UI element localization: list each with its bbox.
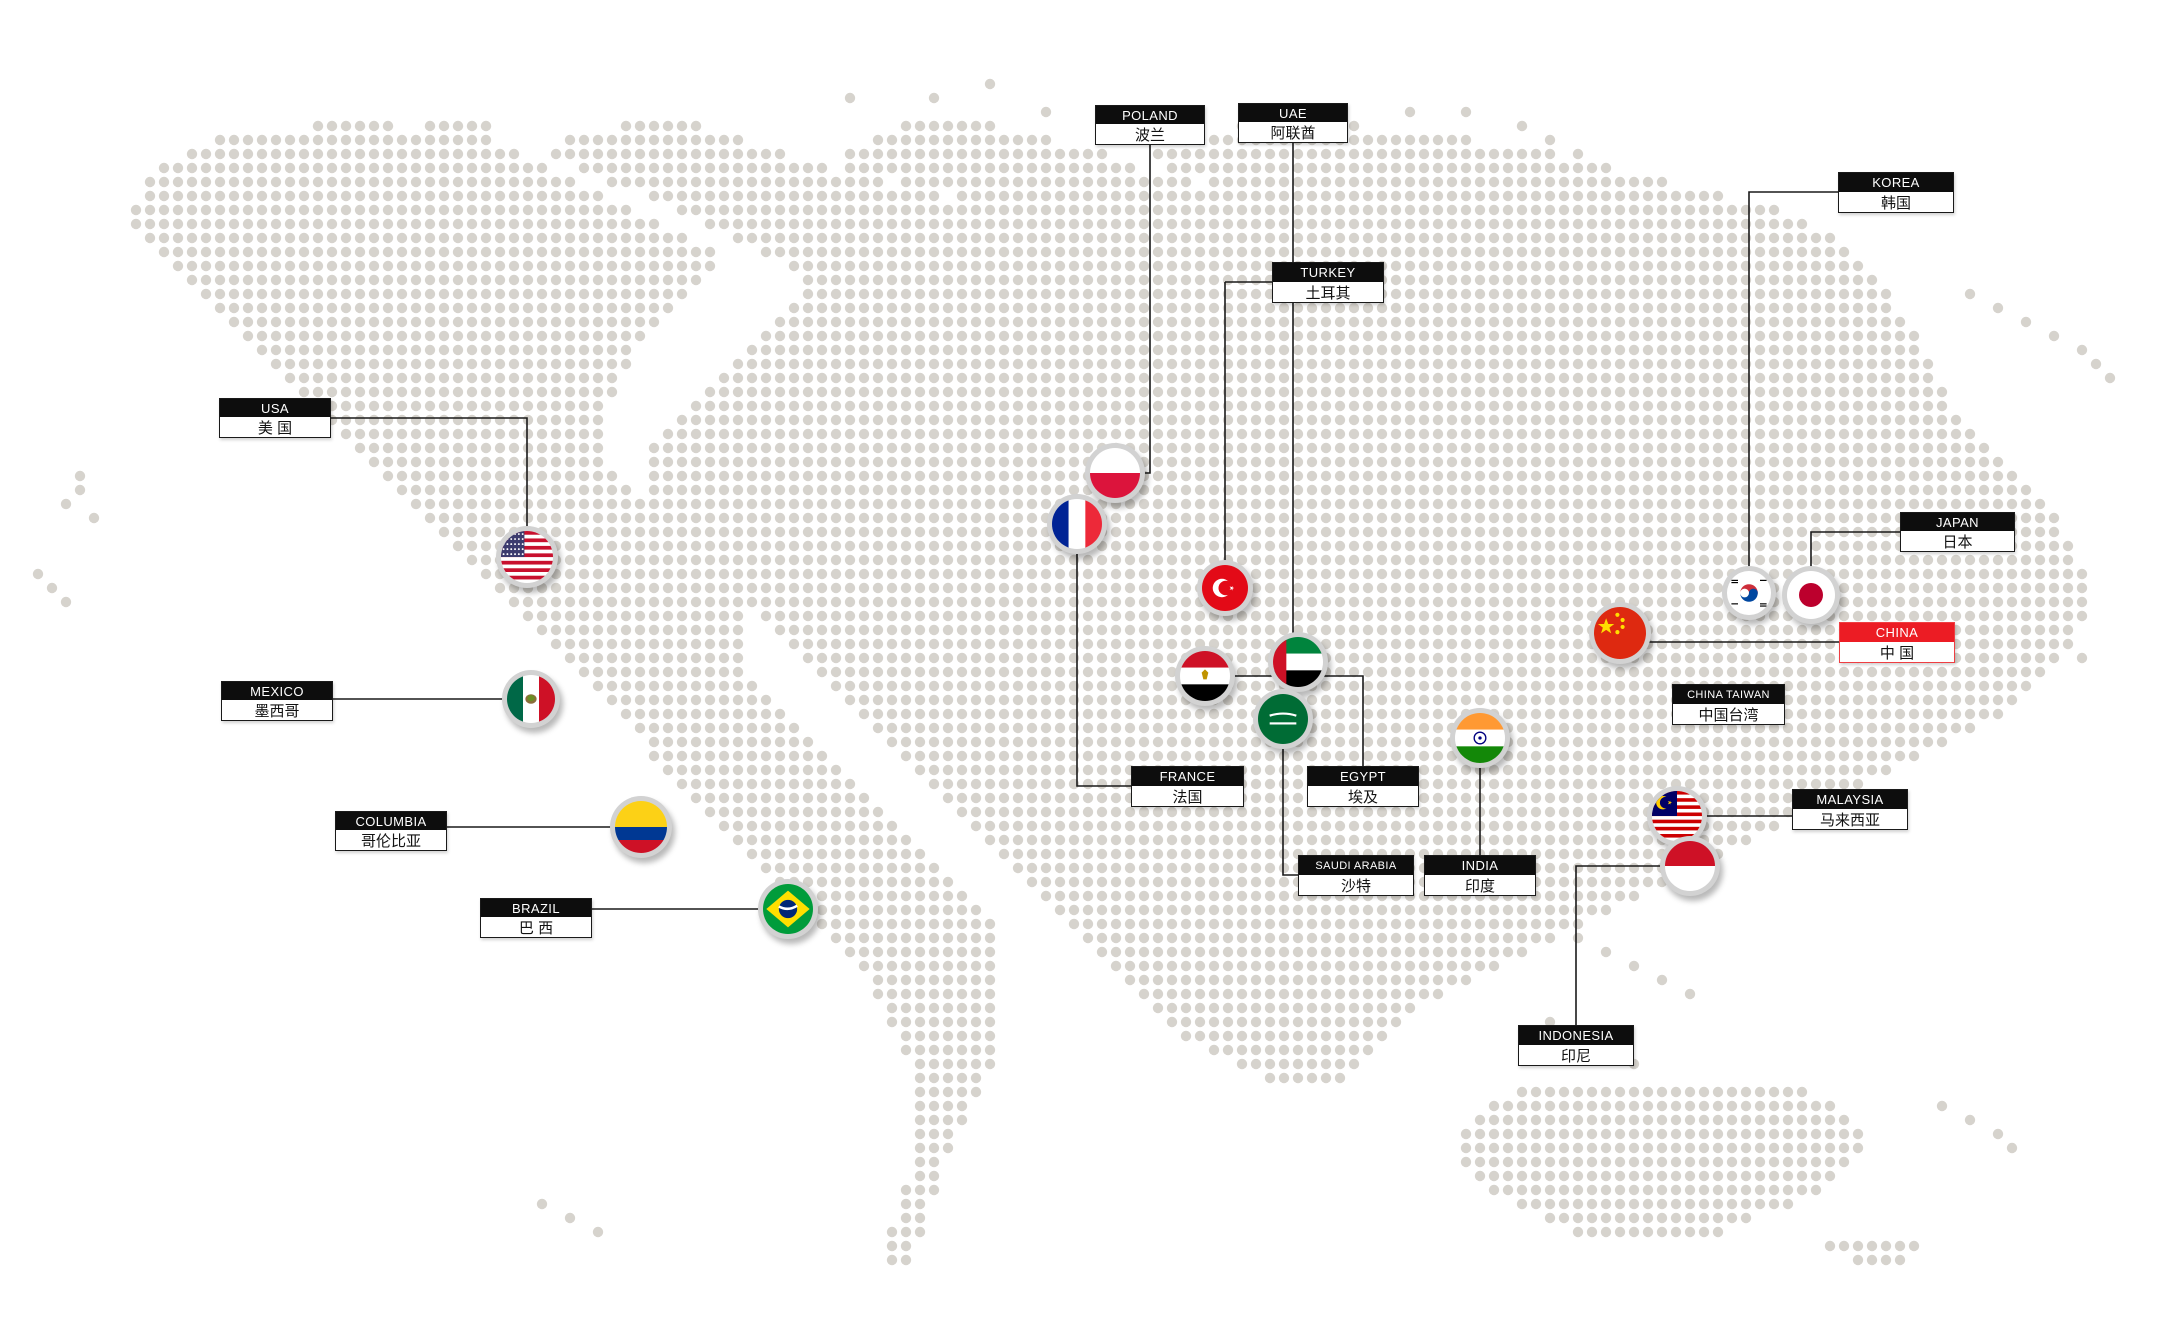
- country-label-columbia[interactable]: COLUMBIA 哥伦比亚: [335, 811, 447, 851]
- france-flag-icon: [1052, 499, 1102, 549]
- country-label-name-france: FRANCE: [1132, 767, 1243, 786]
- country-label-cn-korea: 韩国: [1839, 192, 1953, 212]
- country-label-china-taiwan[interactable]: CHINA TAIWAN 中国台湾: [1672, 684, 1785, 725]
- country-label-korea[interactable]: KOREA 韩国: [1838, 172, 1954, 213]
- country-label-saudi-arabia[interactable]: SAUDI ARABIA 沙特: [1298, 855, 1414, 896]
- country-label-cn-japan: 日本: [1901, 531, 2014, 551]
- country-label-france[interactable]: FRANCE 法国: [1131, 766, 1244, 807]
- country-label-indonesia[interactable]: INDONESIA 印尼: [1518, 1025, 1634, 1066]
- flag-marker-poland[interactable]: [1085, 443, 1145, 503]
- flag-marker-egypt[interactable]: [1175, 646, 1235, 706]
- country-label-cn-china: 中 国: [1840, 642, 1954, 662]
- flag-marker-korea[interactable]: [1722, 566, 1776, 620]
- flag-marker-france[interactable]: [1047, 494, 1107, 554]
- country-label-cn-uae: 阿联酋: [1239, 122, 1347, 142]
- country-label-cn-saudi-arabia: 沙特: [1299, 875, 1413, 895]
- country-label-cn-malaysia: 马来西亚: [1793, 809, 1907, 829]
- malaysia-flag-icon: [1652, 791, 1702, 841]
- country-label-name-poland: POLAND: [1096, 106, 1204, 124]
- country-label-name-korea: KOREA: [1839, 173, 1953, 192]
- country-label-mexico[interactable]: MEXICO 墨西哥: [221, 681, 333, 721]
- poland-flag-icon: [1090, 448, 1140, 498]
- country-label-name-japan: JAPAN: [1901, 513, 2014, 531]
- country-label-japan[interactable]: JAPAN 日本: [1900, 512, 2015, 552]
- flag-marker-mexico[interactable]: [502, 670, 560, 728]
- flag-marker-saudi-arabia[interactable]: [1253, 689, 1313, 749]
- flag-marker-indonesia[interactable]: [1660, 836, 1720, 896]
- country-label-cn-india: 印度: [1425, 875, 1535, 895]
- country-label-cn-egypt: 埃及: [1308, 786, 1418, 806]
- country-label-cn-usa: 美 国: [220, 417, 330, 437]
- flag-marker-india[interactable]: [1450, 708, 1510, 768]
- saudi-arabia-flag-icon: [1258, 694, 1308, 744]
- country-label-usa[interactable]: USA 美 国: [219, 398, 331, 438]
- country-label-china[interactable]: CHINA 中 国: [1839, 622, 1955, 663]
- country-label-name-brazil: BRAZIL: [481, 899, 591, 917]
- country-label-cn-indonesia: 印尼: [1519, 1045, 1633, 1065]
- india-flag-icon: [1455, 713, 1505, 763]
- country-label-turkey[interactable]: TURKEY 土耳其: [1272, 262, 1384, 303]
- country-label-name-indonesia: INDONESIA: [1519, 1026, 1633, 1045]
- country-label-cn-china-taiwan: 中国台湾: [1673, 704, 1784, 724]
- flag-marker-japan[interactable]: [1782, 566, 1840, 624]
- country-label-cn-france: 法国: [1132, 786, 1243, 806]
- country-label-cn-brazil: 巴 西: [481, 917, 591, 937]
- turkey-flag-icon: [1202, 565, 1248, 611]
- uae-flag-icon: [1273, 637, 1323, 687]
- flag-marker-turkey[interactable]: [1197, 560, 1253, 616]
- country-label-name-china: CHINA: [1840, 623, 1954, 642]
- country-label-poland[interactable]: POLAND 波兰: [1095, 105, 1205, 145]
- country-label-name-malaysia: MALAYSIA: [1793, 790, 1907, 809]
- flag-marker-columbia[interactable]: [610, 796, 672, 858]
- columbia-flag-icon: [615, 801, 667, 853]
- country-label-name-india: INDIA: [1425, 856, 1535, 875]
- country-label-india[interactable]: INDIA 印度: [1424, 855, 1536, 896]
- country-label-malaysia[interactable]: MALAYSIA 马来西亚: [1792, 789, 1908, 830]
- country-label-name-columbia: COLUMBIA: [336, 812, 446, 830]
- country-label-cn-columbia: 哥伦比亚: [336, 830, 446, 850]
- indonesia-flag-icon: [1665, 841, 1715, 891]
- country-label-name-uae: UAE: [1239, 104, 1347, 122]
- country-label-cn-turkey: 土耳其: [1273, 282, 1383, 302]
- country-label-name-usa: USA: [220, 399, 330, 417]
- egypt-flag-icon: [1180, 651, 1230, 701]
- country-label-cn-mexico: 墨西哥: [222, 700, 332, 720]
- flag-marker-brazil[interactable]: [758, 879, 818, 939]
- korea-flag-icon: [1727, 571, 1771, 615]
- country-label-name-turkey: TURKEY: [1273, 263, 1383, 282]
- china-flag-icon: [1594, 607, 1646, 659]
- japan-flag-icon: [1787, 571, 1835, 619]
- flag-marker-china[interactable]: [1589, 602, 1651, 664]
- brazil-flag-icon: [763, 884, 813, 934]
- country-label-brazil[interactable]: BRAZIL 巴 西: [480, 898, 592, 938]
- country-label-name-mexico: MEXICO: [222, 682, 332, 700]
- country-label-uae[interactable]: UAE 阿联酋: [1238, 103, 1348, 143]
- flag-marker-usa[interactable]: [496, 526, 558, 588]
- country-label-egypt[interactable]: EGYPT 埃及: [1307, 766, 1419, 807]
- flag-marker-uae[interactable]: [1268, 632, 1328, 692]
- mexico-flag-icon: [507, 675, 555, 723]
- country-label-name-egypt: EGYPT: [1308, 767, 1418, 786]
- usa-flag-icon: [501, 531, 553, 583]
- country-label-name-china-taiwan: CHINA TAIWAN: [1673, 685, 1784, 704]
- country-label-name-saudi-arabia: SAUDI ARABIA: [1299, 856, 1413, 875]
- country-label-cn-poland: 波兰: [1096, 124, 1204, 144]
